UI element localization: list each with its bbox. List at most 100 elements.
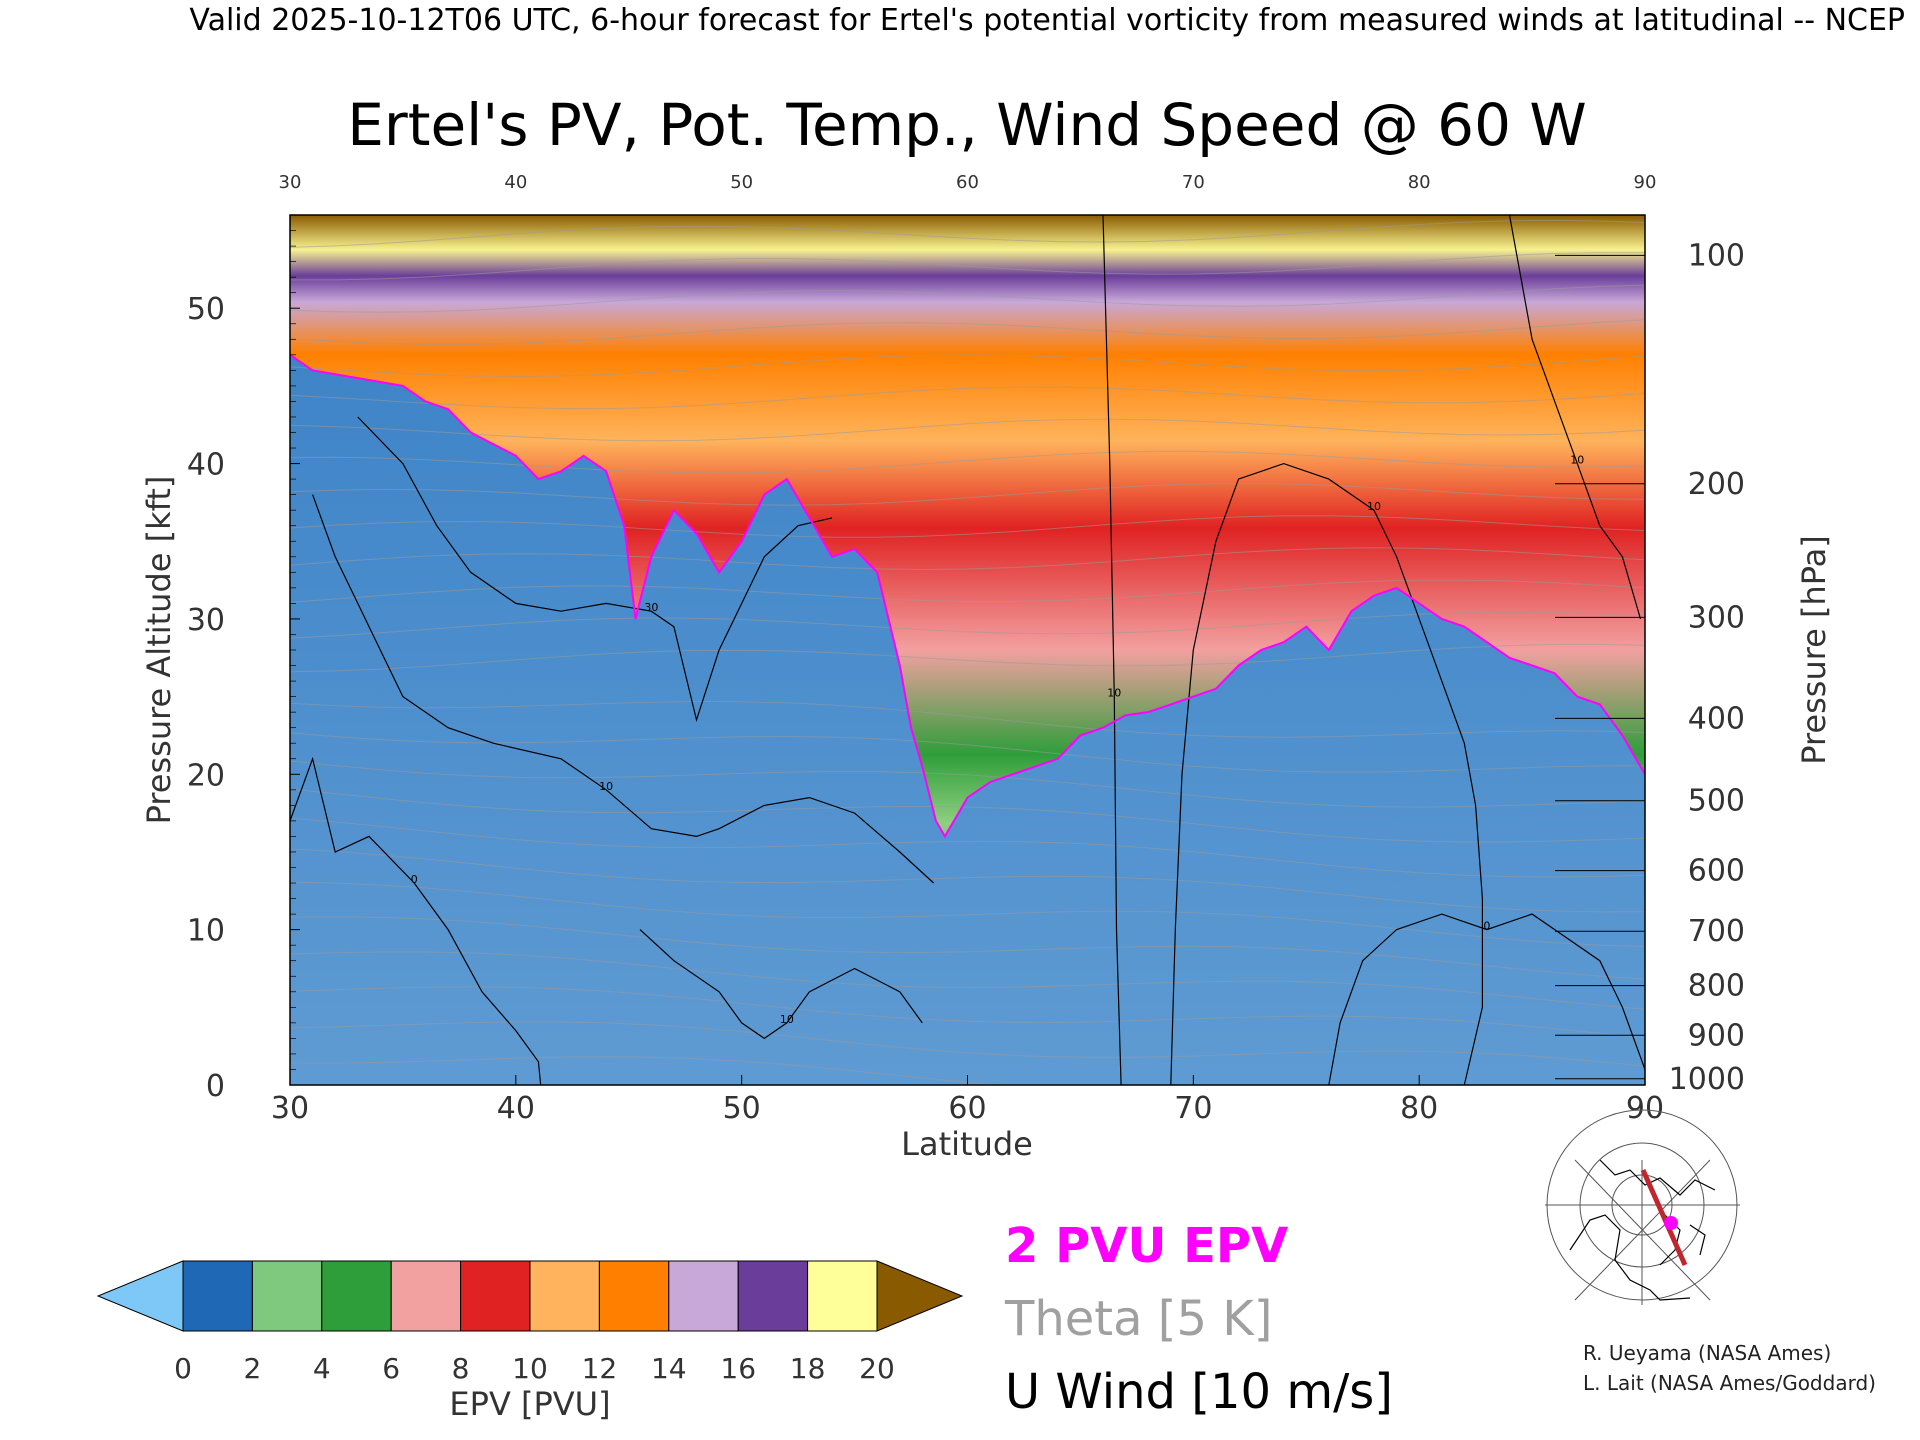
y-tick-label: 30 bbox=[187, 603, 225, 638]
u-wind-label: 10 bbox=[1570, 454, 1584, 467]
colorbar-tick-label: 6 bbox=[382, 1352, 400, 1385]
theta-line bbox=[290, 788, 1645, 843]
pressure-tick-label: 300 bbox=[1688, 600, 1745, 635]
theta-line bbox=[290, 848, 1645, 913]
top-tick-label: 50 bbox=[730, 172, 753, 193]
theta-line bbox=[290, 319, 1645, 345]
u-wind-line bbox=[639, 929, 923, 1040]
x-axis-ticks: 30 40 50 60 70 80 90 bbox=[271, 1075, 1664, 1126]
y-tick-label: 50 bbox=[187, 292, 225, 327]
epv-2pvu-contour bbox=[290, 353, 1645, 839]
theta-line bbox=[290, 386, 1645, 410]
u-wind-label: 30 bbox=[644, 601, 658, 614]
pressure-tick-label: 1000 bbox=[1669, 1062, 1745, 1097]
theta-line bbox=[290, 284, 1645, 313]
legend-u-wind: U Wind [10 m/s] bbox=[1005, 1364, 1393, 1420]
colorbar-tick-label: 18 bbox=[790, 1352, 826, 1385]
pressure-tick-label: 200 bbox=[1688, 467, 1745, 502]
u-wind-line bbox=[357, 416, 833, 723]
colorbar-over-arrow bbox=[876, 1260, 964, 1332]
y-tick-label: 10 bbox=[187, 914, 225, 949]
theta-line bbox=[290, 643, 1645, 673]
u-wind-label: 10 bbox=[1107, 687, 1121, 700]
top-tick-label: 70 bbox=[1182, 172, 1205, 193]
credit-line-2: L. Lait (NASA Ames/Goddard) bbox=[1583, 1371, 1876, 1395]
legend-2pvu: 2 PVU EPV bbox=[1005, 1218, 1288, 1274]
u-wind-label: 10 bbox=[599, 780, 613, 793]
colorbar-segment bbox=[668, 1260, 739, 1332]
theta-contours bbox=[290, 219, 1645, 1085]
chart-title: Ertel's PV, Pot. Temp., Wind Speed @ 60 … bbox=[347, 91, 1587, 159]
pressure-tick-label: 900 bbox=[1688, 1018, 1745, 1053]
u-wind-line bbox=[1102, 215, 1122, 1085]
x-axis-label: Latitude bbox=[901, 1125, 1033, 1163]
u-wind-line bbox=[1170, 462, 1483, 1085]
colorbar-segment bbox=[182, 1260, 253, 1332]
theta-line bbox=[290, 881, 1645, 947]
pressure-axis-ticks: 100 200 300 400 500 600 700 800 900 1000 bbox=[1555, 238, 1745, 1097]
colorbar-tick-label: 20 bbox=[859, 1352, 895, 1385]
pressure-tick-label: 800 bbox=[1688, 969, 1745, 1004]
pressure-tick-label: 600 bbox=[1688, 854, 1745, 889]
theta-line bbox=[290, 611, 1645, 639]
colorbar-tick-label: 0 bbox=[174, 1352, 192, 1385]
u-wind-line bbox=[290, 756, 542, 1085]
u-wind-label: 0 bbox=[1483, 920, 1490, 933]
colorbar-tick-label: 14 bbox=[651, 1352, 687, 1385]
legend-theta: Theta [5 K] bbox=[1004, 1291, 1273, 1347]
low-pv-region bbox=[290, 354, 1645, 1085]
pressure-tick-label: 100 bbox=[1688, 238, 1745, 273]
theta-line bbox=[290, 951, 1645, 1010]
top-tick-label: 40 bbox=[504, 172, 527, 193]
colorbar-segment bbox=[737, 1260, 809, 1332]
colorbar-segment bbox=[529, 1260, 600, 1332]
theta-line bbox=[290, 450, 1645, 474]
u-wind-label: 10 bbox=[780, 1013, 794, 1026]
plot-field: 30 10 0 10 10 10 0 10 bbox=[290, 215, 1645, 1085]
x-tick-label: 60 bbox=[948, 1091, 986, 1126]
top-tick-label: 80 bbox=[1408, 172, 1431, 193]
colorbar-segment bbox=[807, 1260, 878, 1332]
theta-line bbox=[290, 1021, 1645, 1067]
section-point bbox=[1664, 1216, 1678, 1230]
u-wind-contours: 30 10 0 10 10 10 0 10 bbox=[290, 215, 1645, 1085]
theta-line bbox=[290, 547, 1645, 571]
colorbar-tick-label: 8 bbox=[452, 1352, 470, 1385]
theta-line bbox=[290, 986, 1645, 1039]
colorbar: 0 2 4 6 8 10 12 14 16 18 20 bbox=[96, 1260, 964, 1385]
x-tick-label: 70 bbox=[1174, 1091, 1212, 1126]
section-track bbox=[1640, 1168, 1688, 1267]
top-tick-label: 90 bbox=[1634, 172, 1657, 193]
y-axis-ticks: 0 10 20 30 40 50 bbox=[187, 230, 300, 1104]
pressure-tick-label: 700 bbox=[1688, 914, 1745, 949]
valid-line: Valid 2025-10-12T06 UTC, 6-hour forecast… bbox=[189, 3, 1905, 38]
pressure-tick-label: 400 bbox=[1688, 701, 1745, 736]
theta-line bbox=[290, 482, 1645, 506]
pressure-axis-label: Pressure [hPa] bbox=[1795, 535, 1833, 765]
colorbar-under-arrow bbox=[96, 1260, 184, 1332]
y-axis-label: Pressure Altitude [kft] bbox=[140, 476, 178, 825]
u-wind-label: 0 bbox=[411, 873, 418, 886]
theta-line bbox=[290, 579, 1645, 603]
colorbar-tick-label: 10 bbox=[512, 1352, 548, 1385]
colorbar-tick-label: 12 bbox=[582, 1352, 618, 1385]
colorbar-tick-label: 16 bbox=[720, 1352, 756, 1385]
theta-line bbox=[290, 700, 1645, 738]
u-wind-line bbox=[1328, 913, 1645, 1085]
credit-line-1: R. Ueyama (NASA Ames) bbox=[1583, 1341, 1831, 1365]
y-tick-label: 0 bbox=[206, 1069, 225, 1104]
u-wind-line bbox=[1508, 215, 1642, 620]
locator-map bbox=[1545, 1109, 1740, 1305]
colorbar-segment bbox=[598, 1260, 670, 1332]
theta-line bbox=[290, 418, 1645, 442]
colorbar-segment bbox=[321, 1260, 392, 1332]
x-tick-label: 50 bbox=[723, 1091, 761, 1126]
x-tick-label: 90 bbox=[1626, 1091, 1664, 1126]
colorbar-label: EPV [PVU] bbox=[449, 1385, 610, 1423]
theta-line bbox=[290, 916, 1645, 980]
theta-line bbox=[290, 817, 1645, 878]
colorbar-segment bbox=[251, 1260, 323, 1332]
theta-line bbox=[290, 354, 1645, 378]
theta-line bbox=[290, 732, 1645, 773]
